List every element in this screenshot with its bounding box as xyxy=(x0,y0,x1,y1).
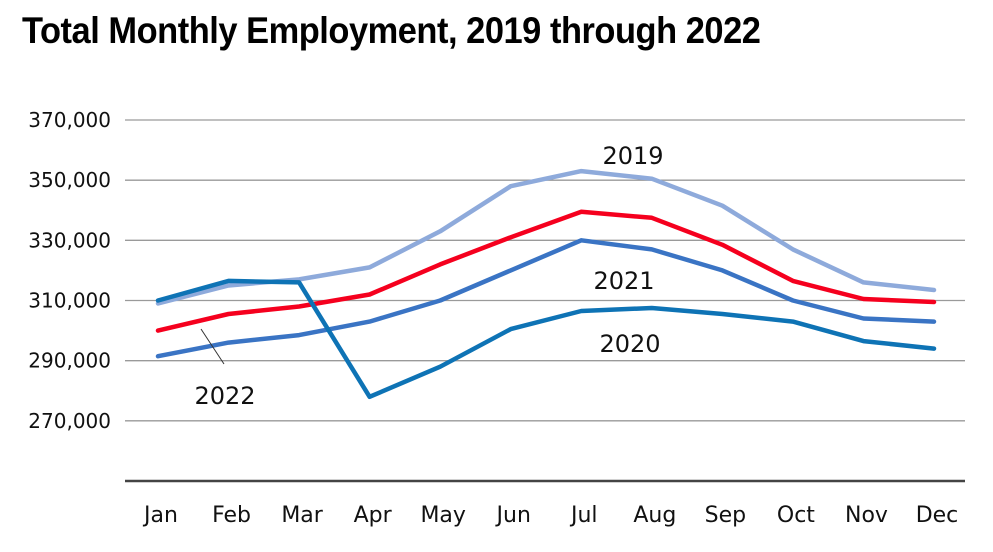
series-label-2019: 2019 xyxy=(602,142,663,170)
x-tick-label: Dec xyxy=(916,503,959,528)
x-tick-label: May xyxy=(420,503,465,528)
y-axis-ticks: 270,000 290,000 310,000 330,000 350,000 370,0… xyxy=(28,108,111,433)
series-line-2022 xyxy=(155,209,937,333)
series-label-2022: 2022 xyxy=(194,382,255,410)
y-tick-label: 370,000 xyxy=(28,108,111,132)
y-tick-label: 310,000 xyxy=(28,289,111,313)
series-label-2020: 2020 xyxy=(599,330,660,358)
series-label-2021: 2021 xyxy=(593,267,654,295)
y-tick-label: 290,000 xyxy=(28,349,111,373)
x-tick-label: Mar xyxy=(281,503,323,528)
y-tick-label: 270,000 xyxy=(28,409,111,433)
label-2022-leader-line xyxy=(200,328,225,365)
chart-title: Total Monthly Employment, 2019 through 2… xyxy=(22,10,761,51)
series-lines xyxy=(155,168,937,400)
gridlines xyxy=(125,119,965,422)
x-tick-label: Nov xyxy=(845,503,888,528)
series-line-2021 xyxy=(155,238,937,359)
x-tick-label: Feb xyxy=(212,503,251,528)
x-tick-label: Jun xyxy=(495,503,531,528)
x-tick-label: Sep xyxy=(705,503,746,528)
x-tick-label: Jan xyxy=(142,503,178,528)
series-labels: 2019 2020 2021 2022 xyxy=(194,142,663,410)
x-tick-label: Apr xyxy=(354,503,393,528)
x-tick-label: Aug xyxy=(633,503,676,528)
y-tick-label: 330,000 xyxy=(28,228,111,252)
series-line-2020 xyxy=(155,278,937,400)
x-tick-label: Oct xyxy=(777,503,815,528)
x-tick-label: Jul xyxy=(569,503,598,528)
y-tick-label: 350,000 xyxy=(28,168,111,192)
x-axis-ticks: Jan Feb Mar Apr May Jun Jul Aug Sep Oct Nov Dec xyxy=(142,503,958,528)
